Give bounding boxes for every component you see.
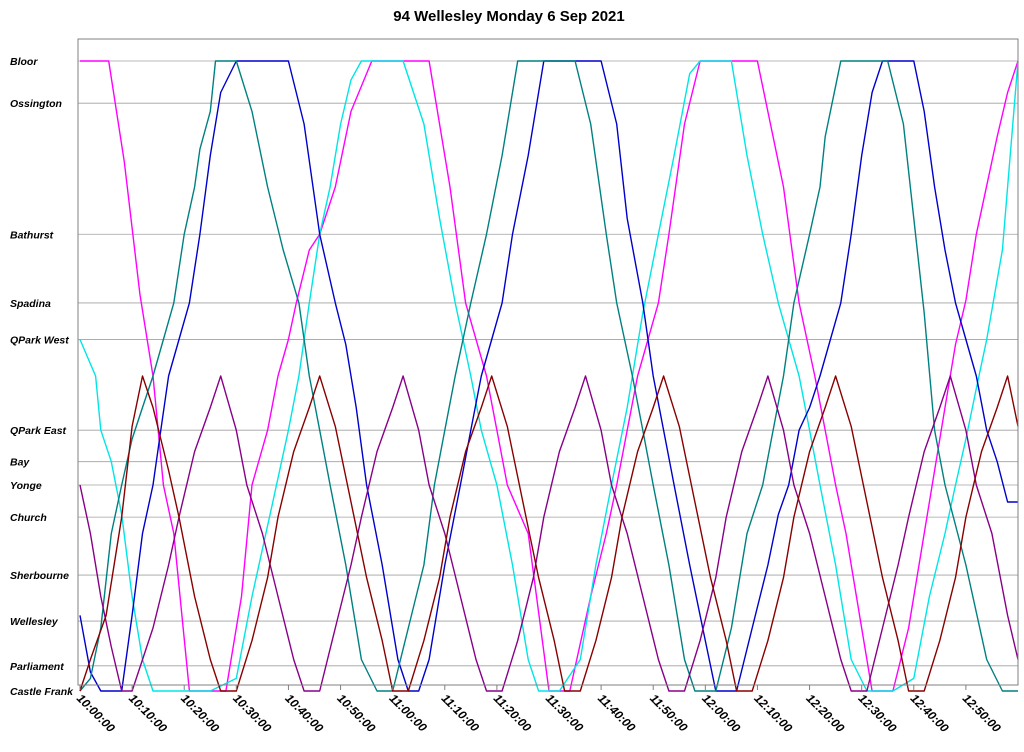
x-tick-label: 11:50:00 <box>647 691 690 734</box>
y-tick-label: Sherbourne <box>10 570 69 582</box>
x-tick-label: 10:40:00 <box>282 691 326 735</box>
x-tick-label: 11:20:00 <box>491 691 534 734</box>
y-tick-label: QPark West <box>10 334 69 346</box>
series-layer <box>79 60 1019 692</box>
x-tick-label: 10:00:00 <box>74 691 118 735</box>
x-tick-label: 12:10:00 <box>751 691 795 735</box>
x-tick-label: 10:50:00 <box>334 691 378 735</box>
y-tick-label: Ossington <box>10 98 62 110</box>
x-tick-label: 10:10:00 <box>126 691 170 735</box>
y-tick-label: Spadina <box>10 298 51 310</box>
series-line-2 <box>79 60 1019 692</box>
grid-layer <box>78 60 1018 667</box>
y-tick-label: Parliament <box>10 661 64 673</box>
x-tick-label: 11:40:00 <box>595 691 638 734</box>
x-tick-label: 10:30:00 <box>230 691 274 735</box>
y-tick-label: Yonge <box>10 480 42 492</box>
y-tick-label: Church <box>10 512 47 524</box>
x-tick-label: 12:20:00 <box>803 691 847 735</box>
x-tick-label: 11:00:00 <box>387 691 430 734</box>
series-line-5 <box>79 375 1019 692</box>
y-tick-label: QPark East <box>10 425 67 437</box>
chart-title: 94 Wellesley Monday 6 Sep 2021 <box>393 8 625 25</box>
x-tick-label: 12:50:00 <box>960 691 1004 735</box>
series-line-4 <box>79 60 1018 692</box>
y-tick-labels: Bloor Ossington Bathurst Spadina QPark West Q… <box>10 56 74 698</box>
x-tick-label: 12:40:00 <box>908 691 952 735</box>
plot-frame <box>77 38 1019 686</box>
x-tick-label: 12:30:00 <box>856 691 900 735</box>
y-tick-label: Bloor <box>10 56 38 68</box>
y-tick-label: Castle Frank <box>10 686 74 698</box>
x-tick-label: 12:00:00 <box>699 691 743 735</box>
y-tick-label: Bathurst <box>10 229 54 241</box>
x-tick-label: 10:20:00 <box>178 691 222 735</box>
x-tick-label: 11:30:00 <box>543 691 586 734</box>
series-line-6 <box>79 375 1019 692</box>
y-tick-label: Wellesley <box>10 616 59 628</box>
y-tick-label: Bay <box>10 457 30 469</box>
x-tick-labels: 10:00:00 10:10:00 10:20:00 10:30:00 10:40:00… <box>74 685 1004 735</box>
x-tick-label: 11:10:00 <box>439 691 482 734</box>
